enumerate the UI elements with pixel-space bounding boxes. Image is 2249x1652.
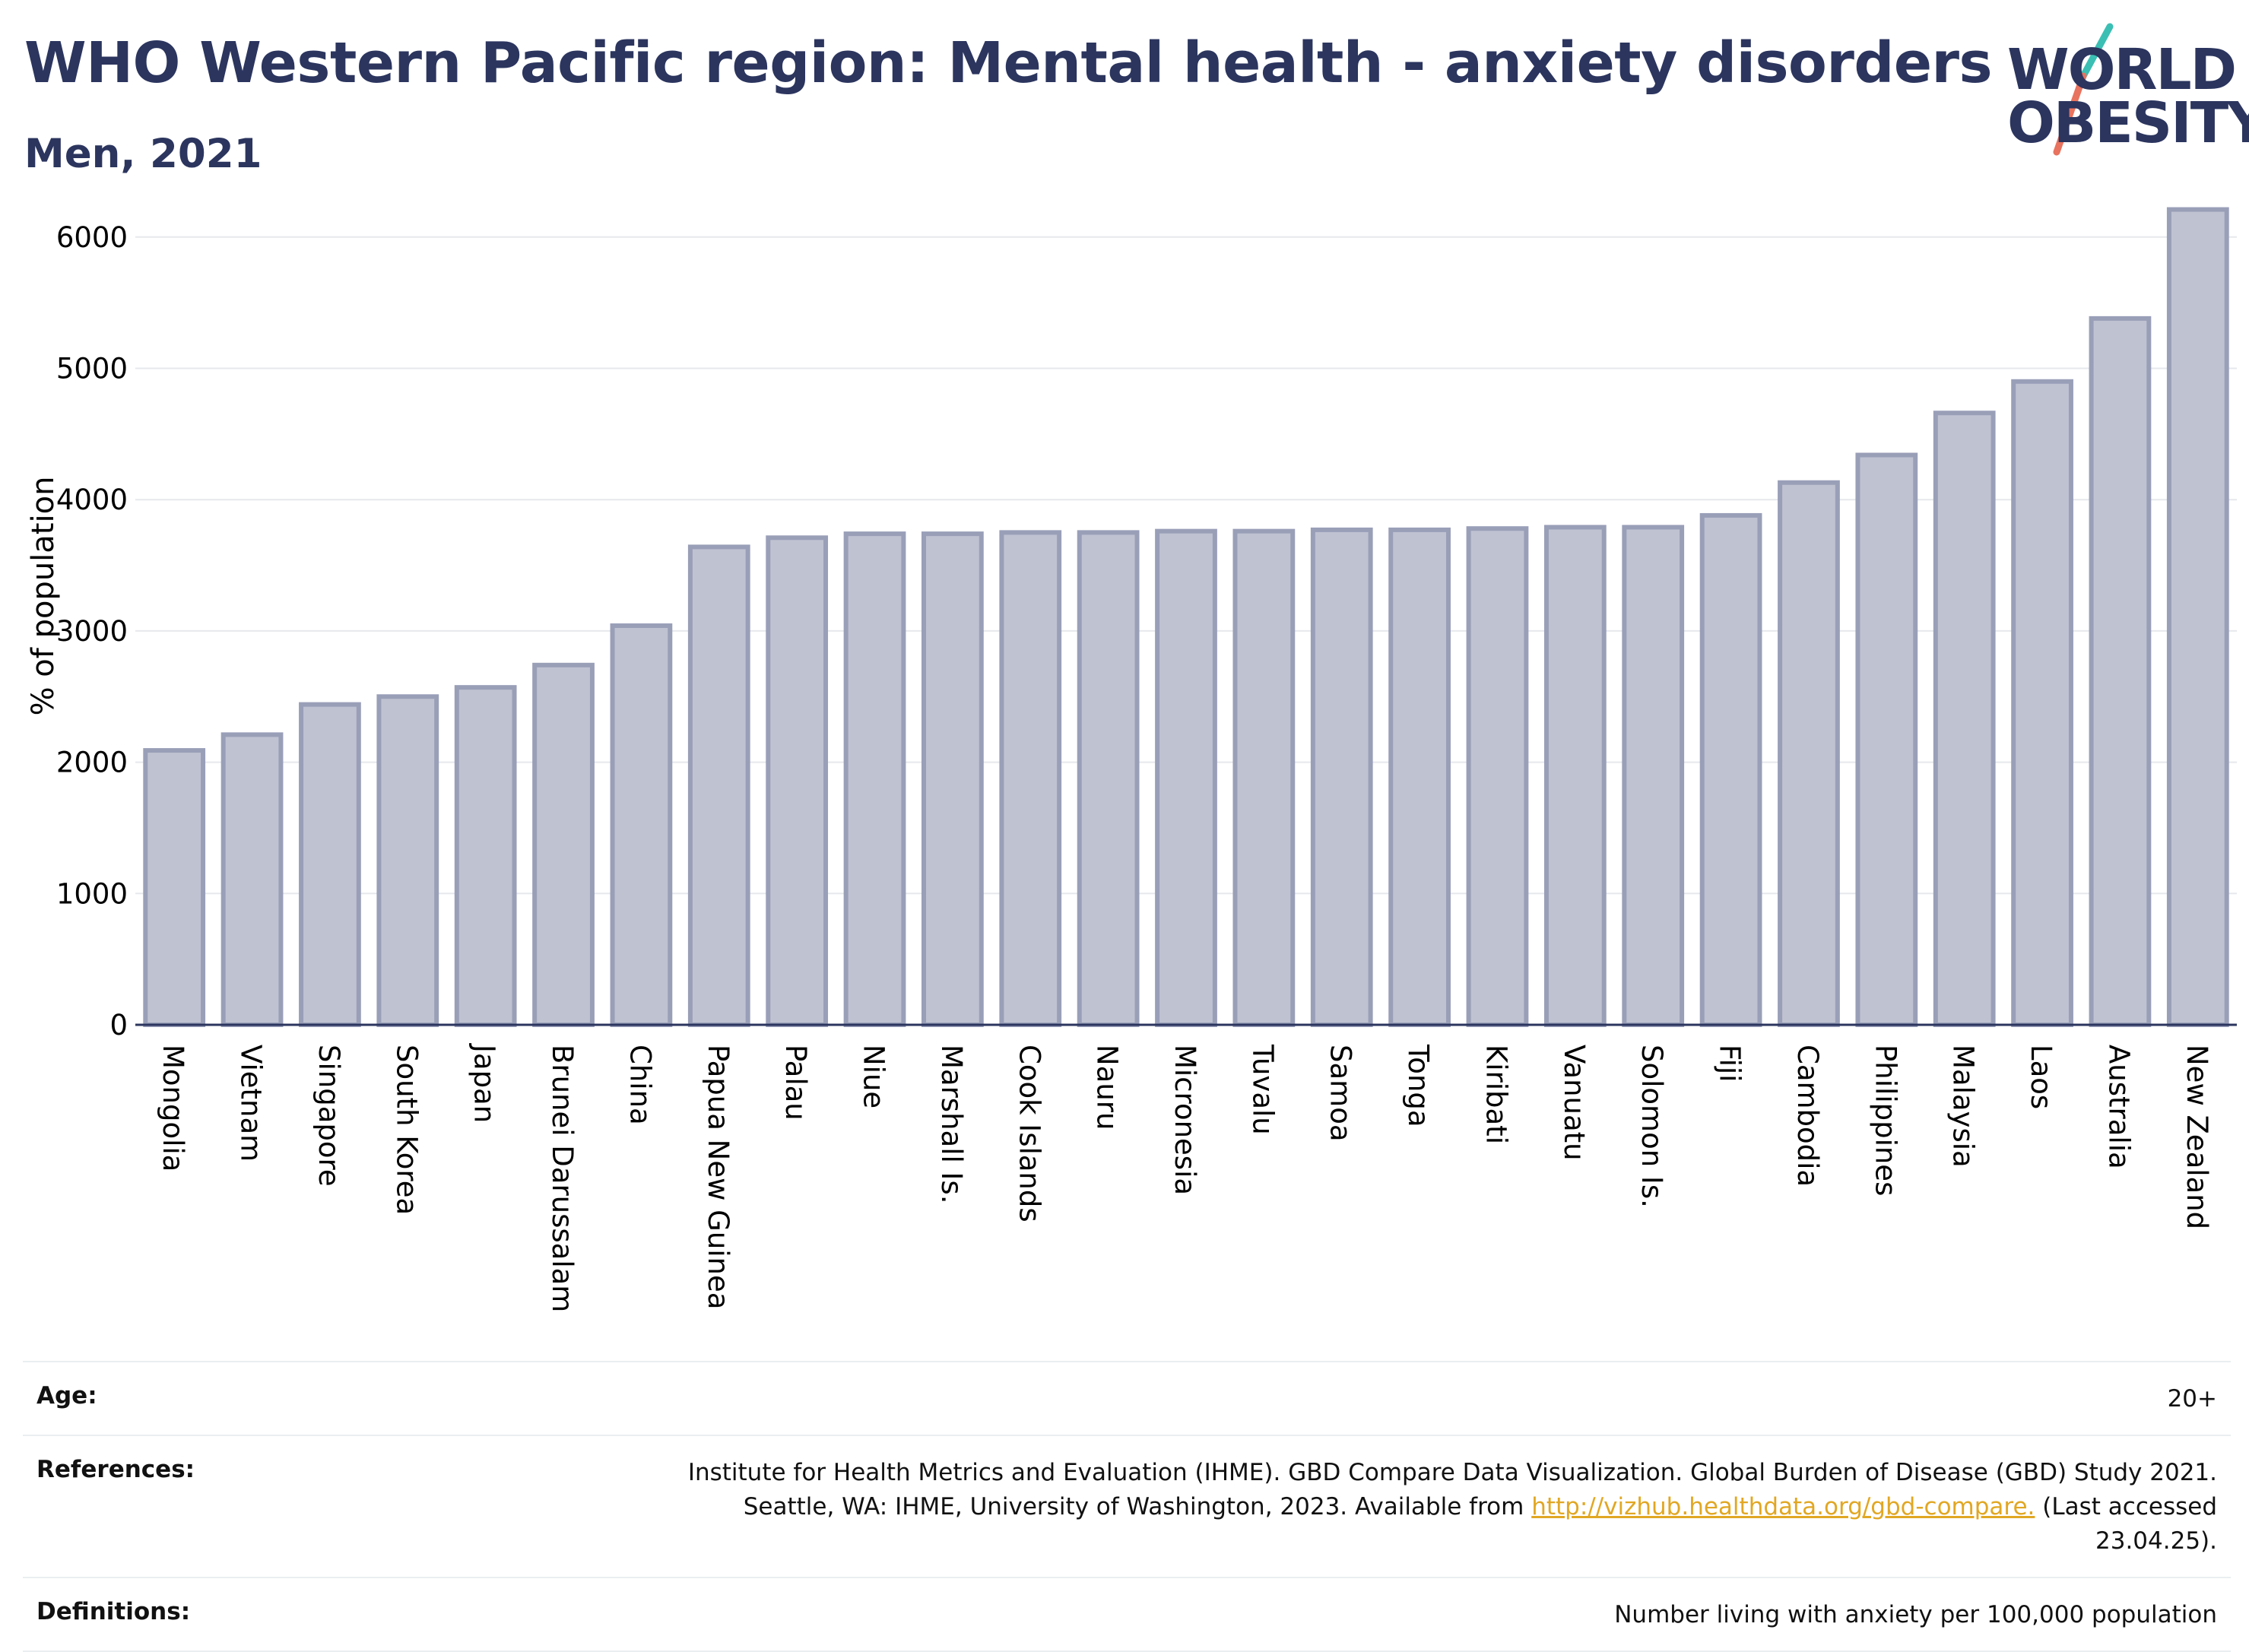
bar[interactable] [999,530,1062,1027]
bar[interactable] [2011,379,2073,1027]
bar[interactable] [1077,530,1140,1027]
definitions-value: Number living with anxiety per 100,000 p… [1614,1600,2217,1628]
info-row-definitions: Definitions: Number living with anxiety … [23,1576,2231,1652]
info-row-references: References: Institute for Health Metrics… [23,1434,2231,1577]
x-tick-label: Papua New Guinea [702,1045,734,1309]
bar[interactable] [2089,315,2152,1027]
x-tick-label: South Korea [390,1045,423,1215]
bar[interactable] [1622,525,1685,1027]
x-axis: Mongolia Vietnam Singapore South Korea Japan… [135,1023,2237,1312]
y-axis-label: % of population [26,477,61,716]
x-tick-label: Tuvalu [1246,1044,1279,1135]
y-tick-label: 1000 [56,877,128,910]
x-tick-label: Solomon Is. [1635,1045,1668,1208]
x-tick-label: Laos [2025,1045,2057,1109]
bar[interactable] [1543,525,1607,1027]
bar[interactable] [1155,528,1217,1027]
x-tick-label: China [623,1045,656,1125]
bar[interactable] [766,535,829,1027]
x-tick-label: Mongolia [157,1045,189,1172]
y-tick-label: 6000 [56,221,128,254]
x-tick-label: Nauru [1091,1045,1124,1130]
references-text-2: Seattle, WA: IHME, University of Washing… [743,1492,1532,1520]
logo-text-obesity: OBESITY [2007,90,2249,156]
bar[interactable] [1855,452,1918,1027]
references-link[interactable]: http://vizhub.healthdata.org/gbd-compare… [1531,1492,2035,1520]
logo-text-world: WORLD [2007,37,2237,103]
y-tick-label: 4000 [56,484,128,516]
y-tick-label: 2000 [56,747,128,779]
references-text-3: (Last accessed [2035,1492,2217,1520]
y-tick-label: 0 [109,1009,128,1042]
info-row-age: Age: 20+ [23,1361,2231,1435]
bar[interactable] [921,531,984,1028]
bar[interactable] [1699,512,1762,1027]
x-tick-label: Fiji [1714,1045,1746,1082]
bar[interactable] [1232,528,1296,1027]
x-tick-label: Vanuatu [1558,1045,1591,1161]
bar[interactable] [1778,480,1840,1027]
x-tick-label: Brunei Darussalam [546,1045,579,1312]
x-tick-label: New Zealand [2181,1045,2213,1229]
bar[interactable] [1388,527,1451,1027]
bar[interactable] [610,623,673,1027]
bar[interactable] [2166,207,2229,1028]
chart-subtitle: Men, 2021 [24,131,262,177]
x-tick-label: Kiribati [1480,1045,1512,1144]
x-tick-label: Cook Islands [1013,1045,1045,1222]
info-table: Age: 20+ References: Institute for Healt… [23,1361,2231,1652]
x-tick-label: Vietnam [235,1045,268,1162]
x-tick-label: Micronesia [1169,1045,1201,1195]
x-tick-label: Palau [779,1045,812,1121]
bar[interactable] [454,685,517,1028]
bar[interactable] [843,531,906,1028]
age-value: 20+ [2167,1385,2217,1413]
bar[interactable] [299,702,361,1027]
bar[interactable] [220,732,284,1027]
x-tick-label: Marshall Is. [935,1045,968,1203]
world-obesity-logo: WORLD OBESITY [1992,23,2249,160]
bar[interactable] [1933,411,1996,1027]
x-tick-label: Malaysia [1947,1045,1980,1168]
bars [143,207,2229,1028]
x-tick-label: Samoa [1324,1045,1357,1142]
y-axis: 0 1000 2000 3000 4000 5000 6000 [56,221,128,1042]
x-tick-label: Cambodia [1791,1045,1824,1187]
x-tick-label: Tonga [1402,1044,1435,1127]
bar[interactable] [1466,526,1529,1027]
x-tick-label: Philippines [1869,1045,1902,1196]
age-label: Age: [36,1382,97,1409]
references-text-4: 23.04.25). [2095,1527,2217,1555]
references-text-1: Institute for Health Metrics and Evaluat… [687,1458,2217,1486]
references-value: Institute for Health Metrics and Evaluat… [688,1456,2217,1558]
bar[interactable] [143,748,206,1027]
bar[interactable] [376,694,439,1027]
bar[interactable] [1310,527,1373,1027]
references-label: References: [36,1455,195,1483]
x-tick-label: Singapore [312,1045,345,1187]
y-tick-label: 5000 [56,353,128,385]
chart-title: WHO Western Pacific region: Mental healt… [24,30,1993,96]
bar[interactable] [532,662,595,1027]
bar[interactable] [687,544,750,1027]
x-tick-label: Australia [2102,1045,2135,1169]
x-tick-label: Japan [468,1043,501,1123]
logo-slash-icon [2053,23,2114,156]
definitions-label: Definitions: [36,1597,191,1625]
y-tick-label: 3000 [56,615,128,648]
bar-chart: 0 1000 2000 3000 4000 5000 6000 Mongolia Vietna… [26,207,2237,1312]
x-tick-label: Niue [858,1045,890,1108]
